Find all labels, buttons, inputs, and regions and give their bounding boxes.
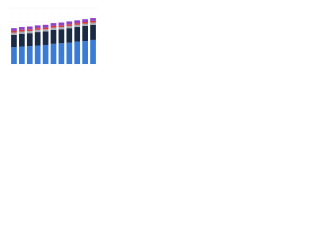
- bar-segment: [58, 27, 65, 30]
- bar-segment: [90, 39, 96, 64]
- bar-segment: [11, 34, 17, 48]
- bar-segment: [58, 25, 65, 28]
- bar-segment: [82, 25, 88, 42]
- bar-segment: [34, 45, 41, 64]
- bar-segment: [90, 18, 96, 21]
- bar-segment: [11, 28, 17, 31]
- bar-segment: [58, 43, 65, 64]
- bar-segment: [26, 29, 33, 31]
- bar-segment: [74, 23, 81, 25]
- bar-segment: [11, 32, 17, 35]
- bar-segment: [66, 28, 73, 43]
- bar-segment: [19, 29, 25, 32]
- bar-segment: [34, 28, 41, 30]
- bar-segment: [58, 29, 65, 44]
- bar-segment: [82, 23, 88, 26]
- bar-segment: [26, 33, 33, 47]
- bar-segment: [19, 31, 25, 34]
- bar-segment: [42, 27, 49, 30]
- bar-segment: [74, 20, 81, 24]
- bar-segment: [11, 30, 17, 33]
- bar-segment: [19, 33, 25, 47]
- bar-segment: [34, 29, 41, 33]
- bar-segment: [82, 19, 88, 22]
- bar-segment: [66, 25, 73, 29]
- bar-segment: [42, 44, 49, 64]
- bar-segment: [66, 42, 73, 64]
- bar-segment: [11, 47, 17, 64]
- bar-segment: [74, 41, 81, 64]
- bar-segment: [26, 30, 33, 34]
- chart: [10, 7, 97, 65]
- bar-segment: [90, 24, 96, 40]
- bar-segment: [82, 41, 88, 64]
- bar-segment: [90, 22, 96, 25]
- bar-segment: [50, 43, 57, 64]
- bar-segment: [34, 32, 41, 46]
- bar-segment: [42, 31, 49, 45]
- bar-segment: [34, 25, 41, 29]
- bar-segment: [74, 27, 81, 42]
- bar-segment: [82, 22, 88, 24]
- bar-segment: [50, 29, 57, 44]
- bar-segment: [50, 27, 57, 30]
- bar-segment: [26, 26, 33, 30]
- bar-segment: [19, 46, 25, 64]
- bar-segment: [42, 24, 49, 28]
- bar-segment: [66, 21, 73, 25]
- bar-segment: [66, 24, 73, 26]
- bar-segment: [74, 24, 81, 28]
- bar-segment: [19, 27, 25, 30]
- bar-segment: [50, 23, 57, 26]
- bar-segment: [58, 22, 65, 26]
- bar-segment: [90, 20, 96, 23]
- bar-segment: [42, 29, 49, 32]
- bar-segment: [26, 46, 33, 64]
- bar-segment: [50, 25, 57, 28]
